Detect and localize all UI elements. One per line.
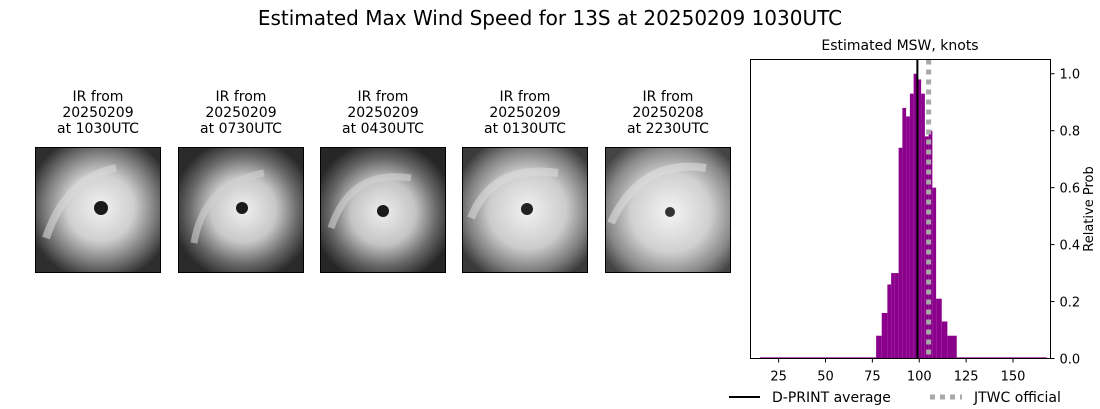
histogram-bar-2 [881, 312, 888, 359]
x-tick-label: 25 [770, 370, 787, 385]
ir-panel-3: IR from 20250209 at 0430UTC [320, 89, 446, 273]
x-tick-label: 150 [1001, 370, 1026, 385]
histogram-bar-8 [906, 116, 910, 359]
ir-panel-label: IR from 20250209 at 0430UTC [342, 89, 424, 137]
y-tick-label: 0.8 [1060, 125, 1081, 140]
ir-panel-4: IR from 20250209 at 0130UTC [462, 89, 588, 273]
y-axis-ticks: 0.0 0.2 0.4 0.6 0.8 1.0 [1050, 68, 1081, 368]
figure-title: Estimated Max Wind Speed for 13S at 2025… [257, 6, 843, 30]
histogram-bar-16 [936, 298, 942, 359]
ir-satellite-image [178, 147, 304, 273]
legend-dprint-label: D-PRINT average [772, 390, 891, 406]
y-tick-label: 0.0 [1060, 353, 1081, 368]
x-axis-ticks: 25 50 75 100 125 150 [770, 358, 1026, 385]
ir-panel-1: IR from 20250209 at 1030UTC [35, 89, 161, 273]
ir-satellite-image [35, 147, 161, 273]
legend-jtwc-label: JTWC official [973, 390, 1061, 406]
plot-frame [750, 59, 1051, 359]
ir-panel-5: IR from 20250208 at 2230UTC [605, 89, 731, 273]
x-tick-label: 50 [817, 370, 834, 385]
ir-satellite-image [605, 147, 731, 273]
histogram-bar-17 [941, 321, 948, 359]
x-tick-label: 75 [864, 370, 881, 385]
ir-panel-2: IR from 20250209 at 0730UTC [178, 89, 304, 273]
ir-satellite-image [462, 147, 588, 273]
histogram-bar-3 [887, 284, 892, 359]
histogram-bar-4 [891, 273, 895, 359]
histogram-bar-12 [921, 93, 925, 359]
histogram-bar-7 [902, 107, 907, 359]
ir-panel-label: IR from 20250208 at 2230UTC [627, 89, 709, 137]
histogram-bar-18 [947, 335, 957, 359]
y-tick-label: 1.0 [1060, 68, 1081, 83]
histogram-bar-10 [913, 73, 918, 359]
histogram-bars [759, 73, 1047, 359]
x-tick-label: 100 [907, 370, 932, 385]
y-tick-label: 0.4 [1060, 239, 1081, 254]
histogram-bar-5 [894, 273, 899, 359]
histogram-bar-1 [876, 335, 882, 359]
y-axis-label: Relative Prob [1082, 166, 1097, 251]
x-tick-label: 125 [954, 370, 979, 385]
histogram-bar-19 [956, 357, 1047, 359]
y-tick-label: 0.6 [1060, 182, 1081, 197]
reference-lines [916, 59, 932, 359]
legend: D-PRINT average JTWC official [729, 390, 1061, 406]
y-tick-label: 0.2 [1060, 296, 1081, 311]
histogram-bar-11 [917, 79, 922, 359]
histogram-bar-15 [932, 187, 937, 359]
ir-panel-label: IR from 20250209 at 1030UTC [57, 89, 139, 137]
ir-panel-label: IR from 20250209 at 0730UTC [200, 89, 282, 137]
chart-title: Estimated MSW, knots [821, 38, 978, 54]
ir-panel-label: IR from 20250209 at 0130UTC [484, 89, 566, 137]
histogram-bar-14 [928, 130, 933, 359]
histogram-bar-9 [909, 93, 914, 359]
histogram-bar-6 [898, 147, 903, 359]
histogram-bar-0 [759, 357, 877, 359]
histogram-bar-13 [924, 136, 929, 359]
ir-satellite-image [320, 147, 446, 273]
